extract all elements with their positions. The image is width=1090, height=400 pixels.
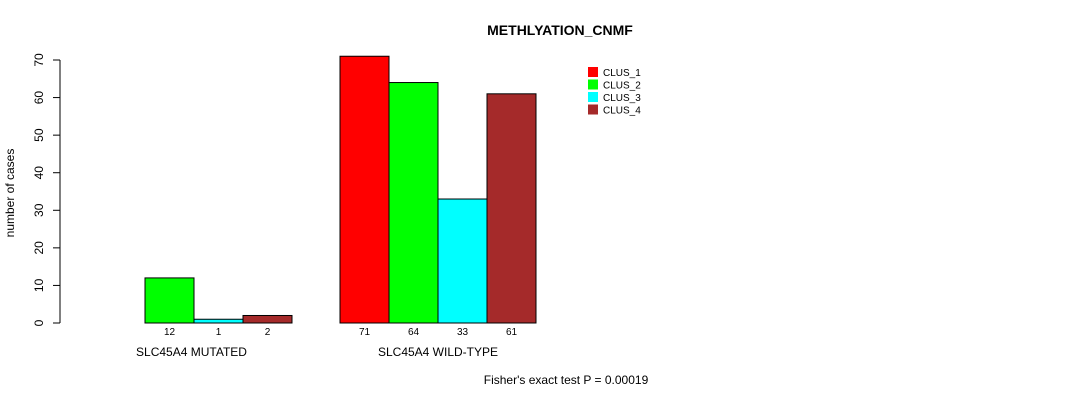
y-tick-label: 40: [32, 166, 46, 180]
y-tick-label: 30: [32, 203, 46, 217]
bar-value-labels: 12 1 2 71 64 33 61: [164, 327, 518, 338]
chart-title: METHLYATION_CNMF: [487, 22, 633, 38]
legend-swatch: [588, 79, 598, 90]
bar-clus-2-wild-type: [388, 82, 439, 324]
bar-count-label: 2: [265, 327, 271, 338]
bar-clus-4-mutated: [242, 314, 293, 324]
category-label: SLC45A4 MUTATED: [136, 345, 247, 359]
y-axis-label: number of cases: [3, 149, 17, 238]
fisher-test-footnote: Fisher's exact test P = 0.00019: [484, 373, 649, 387]
bar-clus-1-wild-type: [339, 55, 390, 324]
legend-label: CLUS_4: [603, 106, 641, 117]
bar-clus-4-wild-type: [486, 93, 537, 324]
legend-swatch: [588, 92, 598, 102]
y-tick-label: 50: [32, 128, 46, 142]
y-axis: 0 10 20 30 40 50 60 70: [32, 53, 61, 326]
bar-count-label: 1: [216, 327, 222, 338]
category-labels: SLC45A4 MUTATED SLC45A4 WILD-TYPE: [136, 345, 498, 359]
bar-group: [144, 55, 537, 324]
legend-label: CLUS_2: [603, 81, 641, 92]
bar-count-label: 71: [359, 327, 371, 338]
y-tick-label: 0: [32, 319, 46, 326]
y-tick-label: 20: [32, 241, 46, 255]
y-tick-label: 10: [32, 278, 46, 292]
bar-count-label: 64: [408, 327, 420, 338]
bar-count-label: 12: [164, 327, 176, 338]
bar-clus-2-mutated: [144, 277, 195, 324]
legend-label: CLUS_1: [603, 68, 641, 79]
bar-clus-3-wild-type: [437, 198, 488, 324]
legend-label: CLUS_3: [603, 93, 641, 104]
y-tick-label: 60: [32, 91, 46, 105]
legend-swatch: [588, 67, 598, 77]
y-tick-label: 70: [32, 53, 46, 67]
legend-swatch: [588, 104, 598, 115]
category-label: SLC45A4 WILD-TYPE: [378, 345, 498, 359]
bar-count-label: 33: [457, 327, 469, 338]
bar-clus-3-mutated: [193, 318, 244, 324]
bar-count-label: 61: [506, 327, 518, 338]
